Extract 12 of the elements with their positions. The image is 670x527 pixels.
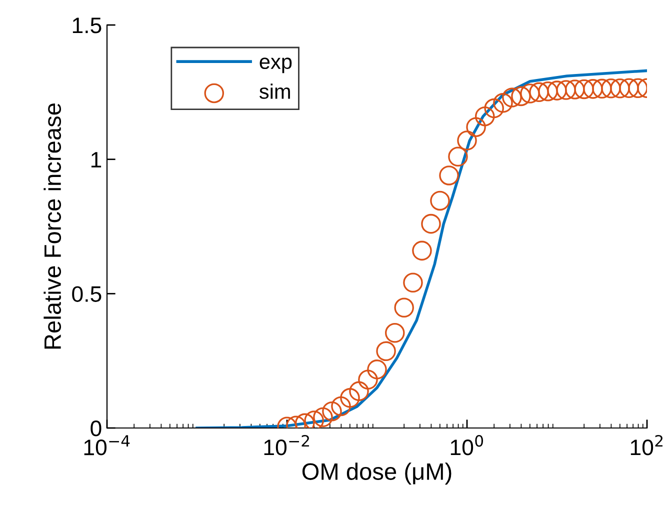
x-tick-label: 10$^{2}$ [630,434,662,456]
legend-label: exp [260,58,292,74]
legend-label: sim [259,84,290,99]
y-tick-label: 1 [91,152,102,168]
y-tick-label: 1.5 [72,18,102,34]
x-axis-title: OM dose (μM) [302,462,452,485]
x-tick-label: 10$^{−4}$ [84,435,130,456]
y-tick-label: 0 [90,420,102,436]
y-axis-title: Relative Force increase [44,104,62,349]
y-tick-label: 0.5 [72,286,102,302]
x-tick-label: 10$^{0}$ [450,434,484,456]
x-tick-label: 10$^{−2}$ [264,434,309,456]
